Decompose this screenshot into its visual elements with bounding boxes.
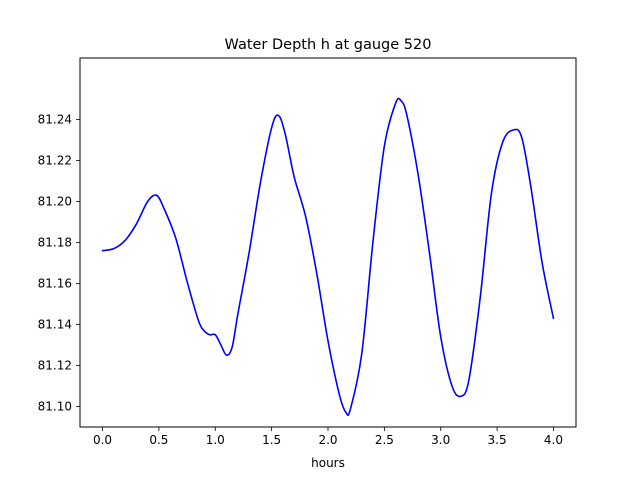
y-tick-label: 81.18 [38,236,72,250]
x-tick-label: 0.0 [93,433,112,447]
x-tick-label: 4.0 [544,433,563,447]
chart-title: Water Depth h at gauge 520 [225,37,432,53]
y-tick-label: 81.14 [38,318,72,332]
x-tick-label: 3.0 [431,433,450,447]
x-tick-label: 2.5 [375,433,394,447]
y-tick-label: 81.12 [38,359,72,373]
y-axis: 81.10 81.12 81.14 81.16 81.18 81.20 81.22 81.24 [38,113,80,414]
plot-frame [79,57,577,428]
x-axis-label: hours [311,456,345,470]
x-tick-label: 1.5 [262,433,281,447]
series-line [101,97,555,417]
x-tick-label: 3.5 [488,433,507,447]
y-tick-label: 81.22 [38,154,72,168]
x-tick-label: 1.0 [206,433,225,447]
x-axis: 0.0 0.5 1.0 1.5 2.0 2.5 3.0 3.5 4.0 [93,427,563,447]
y-tick-label: 81.16 [38,277,72,291]
y-tick-label: 81.10 [38,400,72,414]
x-tick-label: 2.0 [318,433,337,447]
x-tick-label: 0.5 [149,433,168,447]
y-tick-label: 81.24 [38,113,72,127]
y-tick-label: 81.20 [38,195,72,209]
